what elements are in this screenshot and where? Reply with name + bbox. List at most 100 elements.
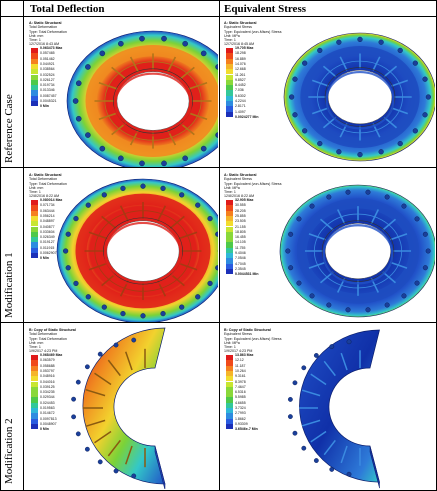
legend-swatch [226, 106, 233, 112]
legend-tick-label: 0.0097813 [40, 416, 57, 421]
legend-swatch [226, 231, 233, 238]
legend-tick-label: 0.019563 [40, 406, 55, 410]
legend-tick-label: 0.024453 [40, 400, 55, 405]
legend-swatch [31, 69, 38, 75]
legend-swatch [226, 242, 233, 248]
legend-swatch [31, 376, 38, 382]
legend-max-label: 13.863 Max [235, 353, 254, 357]
legend-swatch [226, 74, 233, 80]
legend-swatch [31, 365, 38, 371]
legend-tick-label: 0.048916 [40, 374, 55, 379]
legend-swatch [226, 226, 233, 232]
legend-max-label: 0.068469 Max [40, 353, 63, 357]
cell-mod2-deflection: B: Copy of Static Structural Total Deform… [25, 324, 218, 489]
info-line: Unit: mm [29, 340, 44, 345]
legend-swatch [226, 247, 233, 253]
legend-swatch [226, 95, 233, 101]
info-line: Unit: mm [29, 185, 44, 190]
legend-swatch [31, 355, 38, 361]
info-line: 1/9/2017 4:23 PM [224, 349, 253, 354]
legend-tick-label: 6.5316 [235, 390, 246, 395]
mod2-deflection-plot [71, 327, 166, 489]
legend-tick-label: 1.4097 [235, 109, 246, 114]
legend-swatch [226, 268, 233, 275]
header-equivalent-stress: Equivalent Stress [224, 3, 307, 15]
legend-swatch [226, 200, 233, 206]
legend-swatch [31, 221, 38, 227]
mod2-stress-plot [287, 329, 380, 489]
cell-mod1-deflection: A: Static Structural Total Deformation Typ… [25, 169, 218, 322]
legend-swatch [31, 95, 38, 101]
legend-swatch [226, 423, 233, 430]
mod1-deflection-plot [56, 178, 218, 322]
legend-tick-label: 21.155 [235, 224, 246, 229]
legend-tick-label: 0.026127 [40, 77, 55, 82]
legend-min-label: 0.0044531 Min [235, 272, 259, 277]
legend-swatch [226, 263, 233, 269]
info-line: Time: 1 [29, 190, 41, 195]
legend-swatch [226, 418, 233, 424]
legend-swatch [31, 101, 38, 107]
analysis-title: A: Static Structural [29, 173, 62, 177]
legend-tick-label: 0.029344 [40, 395, 55, 400]
legend-swatch [226, 215, 233, 222]
legend-tick-label: 0.058688 [40, 363, 55, 368]
info-line: Equivalent Stress [224, 332, 252, 337]
legend-tick-label: 0.048897 [40, 219, 55, 224]
legend-tick-label: 2.3545 [235, 266, 246, 271]
legend-swatch [226, 205, 233, 211]
legend-tick-label: 18.805 [235, 229, 246, 234]
legend-swatch [31, 237, 38, 243]
legend-swatch [31, 413, 38, 419]
legend-min-label: 3.6546e-7 Min [235, 427, 258, 432]
legend-swatch [31, 397, 38, 403]
legend-swatch [31, 48, 38, 54]
legend-tick-label: 0.93309 [235, 421, 248, 426]
legend-swatch [31, 205, 38, 211]
legend-tick-label: 0.063579 [40, 358, 55, 363]
cell-reference-stress: A: Static Structural Equivalent Stress Typ… [220, 17, 435, 167]
legend-swatch [226, 381, 233, 387]
reference-deflection-plot [66, 30, 218, 167]
legend-swatch [31, 226, 38, 232]
info-line: Unit: MPa [224, 340, 240, 345]
info-line: Type: Equivalent (von-Mises) Stress [224, 29, 282, 34]
info-line: Total Deformation [29, 177, 58, 182]
legend-tick-label: 30.555 [235, 203, 246, 208]
legend-swatch [226, 253, 233, 259]
info-line: Time: 1 [29, 345, 41, 350]
analysis-title: B: Copy of Static Structural [224, 328, 271, 332]
legend-swatch [226, 101, 233, 107]
info-line: 12/8/2016 8:22 AM [224, 194, 255, 199]
legend-tick-label: 0.0087457 [40, 93, 57, 98]
deflection-info-block: B: Copy of Static Structural Total Deform… [29, 328, 76, 354]
legend-tick-label: 4.2244 [235, 99, 246, 103]
legend-tick-label: 0.026349 [40, 235, 55, 240]
info-line: Unit: MPa [224, 33, 240, 38]
legend-tick-label: 3.7324 [235, 406, 246, 410]
legend-tick-label: 11.261 [235, 72, 246, 77]
legend-tick-label: 9.4046 [235, 251, 246, 255]
row-label-modification-1: Modification 1 [3, 252, 15, 318]
legend-swatch [31, 253, 38, 259]
info-line: Type: Total Deformation [29, 29, 67, 34]
legend-swatch [31, 79, 38, 86]
legend-tick-label: 18.298 [235, 51, 246, 56]
legend-tick-label: 12.668 [235, 67, 246, 72]
cell-reference-deflection: A: Static Structural Total Deformation Typ… [25, 17, 218, 167]
row-label-reference: Reference Case [3, 94, 15, 163]
stress-info-block: A: Static Structural Equivalent Stress Typ… [224, 173, 282, 199]
legend-tick-label: 2.7993 [235, 411, 246, 416]
legend-tick-label: 16.455 [235, 235, 246, 240]
legend-swatch [31, 215, 38, 222]
legend-tick-label: 5.6302 [235, 93, 246, 98]
legend-tick-label: 0.0048907 [40, 421, 57, 426]
info-line: Type: Equivalent (von-Mises) Stress [224, 336, 282, 341]
legend-tick-label: 10.264 [235, 368, 246, 373]
legend-tick-label: 14.076 [235, 61, 246, 66]
analysis-title: A: Static Structural [224, 173, 257, 177]
legend-swatch [226, 90, 233, 96]
legend-swatch [31, 58, 38, 64]
legend-tick-label: 7.0546 [235, 256, 246, 261]
legend-swatch [226, 402, 233, 408]
